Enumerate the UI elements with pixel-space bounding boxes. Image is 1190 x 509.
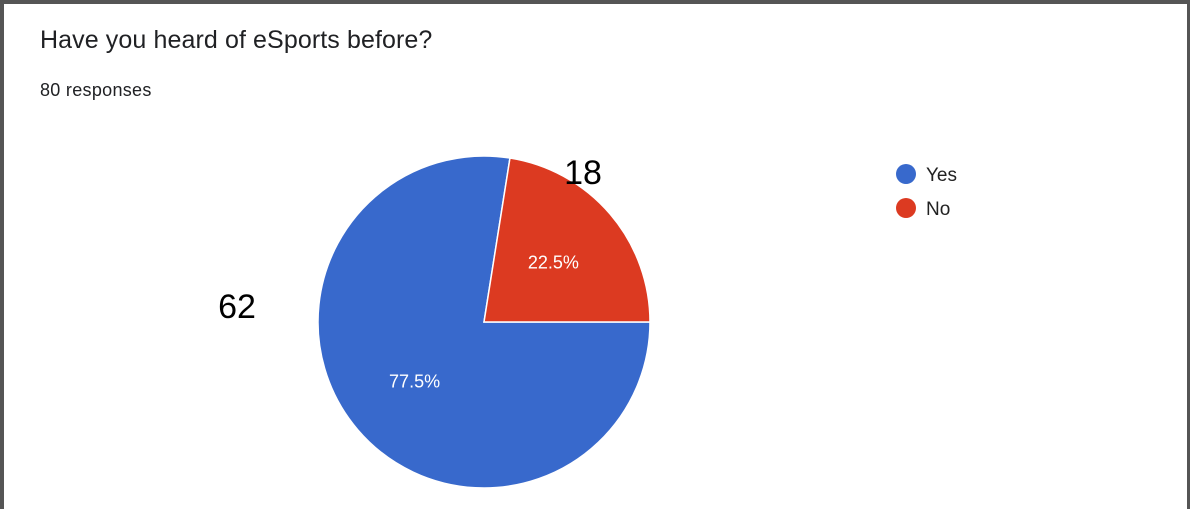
slice-percent-yes: 77.5% [389, 371, 440, 391]
chart-title: Have you heard of eSports before? [40, 26, 433, 54]
slice-percent-no: 22.5% [528, 253, 579, 273]
count-label-no: 18 [564, 154, 602, 192]
response-count: 80 responses [40, 80, 152, 100]
legend: Yes No [896, 164, 957, 220]
count-label-yes: 62 [218, 288, 256, 326]
pie-slice-no [483, 157, 651, 323]
legend-label-no: No [926, 199, 950, 220]
pie-slices [317, 155, 651, 489]
pie-count-labels: 62 18 [218, 154, 602, 326]
legend-swatch-yes [896, 164, 916, 184]
legend-swatch-no [896, 198, 916, 218]
legend-label-yes: Yes [926, 165, 957, 186]
pie-slice-labels: 77.5% 22.5% [389, 253, 579, 392]
